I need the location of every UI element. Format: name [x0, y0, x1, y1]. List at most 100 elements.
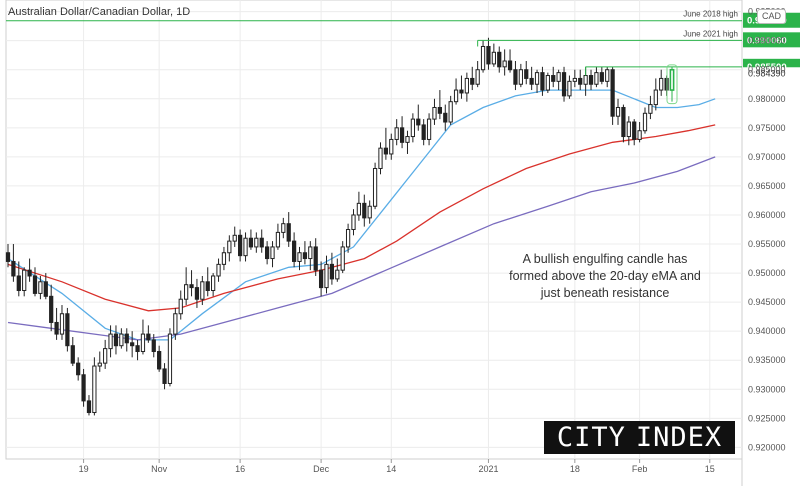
candle-body [302, 252, 308, 260]
candle-body [151, 339, 156, 353]
candle-body [232, 234, 237, 242]
y-tick-label: 0.975000 [748, 123, 786, 133]
chart-title: Australian Dollar/Canadian Dollar, 1D [8, 6, 191, 18]
candle-body [227, 240, 232, 254]
level-price-tag [743, 32, 800, 48]
axes: 0.920000 0.925000 0.930000 0.935000 0.940000… [79, 7, 786, 474]
candle-body [453, 89, 459, 103]
candle-body [265, 246, 270, 260]
candles [5, 37, 675, 416]
candle-body [459, 89, 464, 94]
candle-body [49, 295, 54, 323]
candle-body [27, 269, 32, 277]
y-tick-label: 0.990000 [748, 36, 786, 46]
x-tick-label: Nov [151, 464, 168, 474]
candle-body [502, 60, 507, 68]
candle-body [578, 77, 583, 85]
candle-body [184, 284, 189, 300]
x-tick-label: 16 [235, 464, 245, 474]
candle-body [70, 345, 75, 364]
y-tick-label: 0.960000 [748, 210, 786, 220]
candle-body [248, 237, 254, 248]
candle-body [351, 214, 356, 231]
candle-body [97, 362, 102, 367]
candle-body [135, 345, 140, 353]
candle-body [65, 313, 70, 347]
city-index-logo: CITY INDEX [544, 421, 735, 454]
x-tick-label: Feb [632, 464, 648, 474]
logo-word-1: CITY [556, 422, 626, 453]
plot-frame [5, 0, 743, 460]
candle-body [659, 77, 664, 91]
candle-body [475, 69, 480, 85]
candle-body [194, 287, 200, 300]
y-tick-label: 0.970000 [748, 152, 786, 162]
y-tick-label: 0.920000 [748, 442, 786, 452]
candle-body [211, 275, 216, 292]
candle-body [399, 127, 405, 143]
candle-body [534, 72, 540, 85]
candle-body [16, 275, 21, 292]
candle-body [356, 202, 362, 216]
candle-body [518, 69, 523, 85]
candle-body [567, 80, 572, 97]
x-tick-label: 2021 [478, 464, 498, 474]
y-tick-label: 0.925000 [748, 413, 786, 423]
candle-body [275, 231, 281, 248]
x-tick-label: Dec [313, 464, 330, 474]
candle-body [108, 333, 113, 350]
ma-line-2 [7, 124, 716, 312]
candle-body [345, 229, 351, 248]
candle-body [486, 45, 491, 65]
candle-body [308, 246, 313, 260]
candle-body [448, 101, 453, 123]
candle-body [313, 246, 318, 271]
candle-body [410, 118, 415, 138]
candle-body [615, 106, 621, 117]
candle-body [119, 333, 124, 347]
candle-body [92, 365, 97, 414]
candle-body [324, 263, 329, 289]
candle-body [162, 368, 167, 384]
candle-body [437, 106, 442, 114]
candle-body [632, 121, 637, 140]
candle-body [76, 362, 81, 376]
candle-body [318, 269, 324, 289]
candle-body [270, 246, 275, 260]
x-tick-label: 18 [570, 464, 580, 474]
currency-badge[interactable]: CAD [757, 9, 787, 24]
candle-body [205, 281, 210, 292]
candle-body [583, 75, 588, 85]
candle-body [561, 72, 567, 97]
candle-body [497, 51, 502, 68]
last-price-text: 0.984390 [748, 68, 786, 78]
candle-body [11, 260, 16, 277]
candle-body [286, 223, 291, 242]
level-price-text: 0.990060 [747, 35, 787, 46]
candle-body [572, 77, 577, 82]
y-tick-label: 0.935000 [748, 355, 786, 365]
candle-body [146, 333, 151, 341]
y-tick-label: 0.985000 [748, 65, 786, 75]
candle-body [22, 269, 27, 292]
candle-body [329, 263, 335, 280]
candle-body [432, 106, 437, 120]
candle-body [556, 72, 561, 82]
candle-body [221, 252, 227, 265]
candle-body [480, 45, 486, 71]
candle-body [124, 333, 129, 344]
x-tick-label: 15 [705, 464, 715, 474]
ma-line-1 [7, 89, 716, 341]
candle-body [372, 167, 378, 207]
candle-body [545, 75, 550, 91]
candle-body [389, 138, 394, 155]
candle-body [653, 89, 658, 106]
candle-body [507, 60, 513, 71]
candle-body [86, 400, 92, 414]
candle-body [130, 342, 135, 347]
y-tick-label: 0.955000 [748, 239, 786, 249]
candle-body [254, 237, 259, 248]
candle-body [297, 252, 302, 262]
